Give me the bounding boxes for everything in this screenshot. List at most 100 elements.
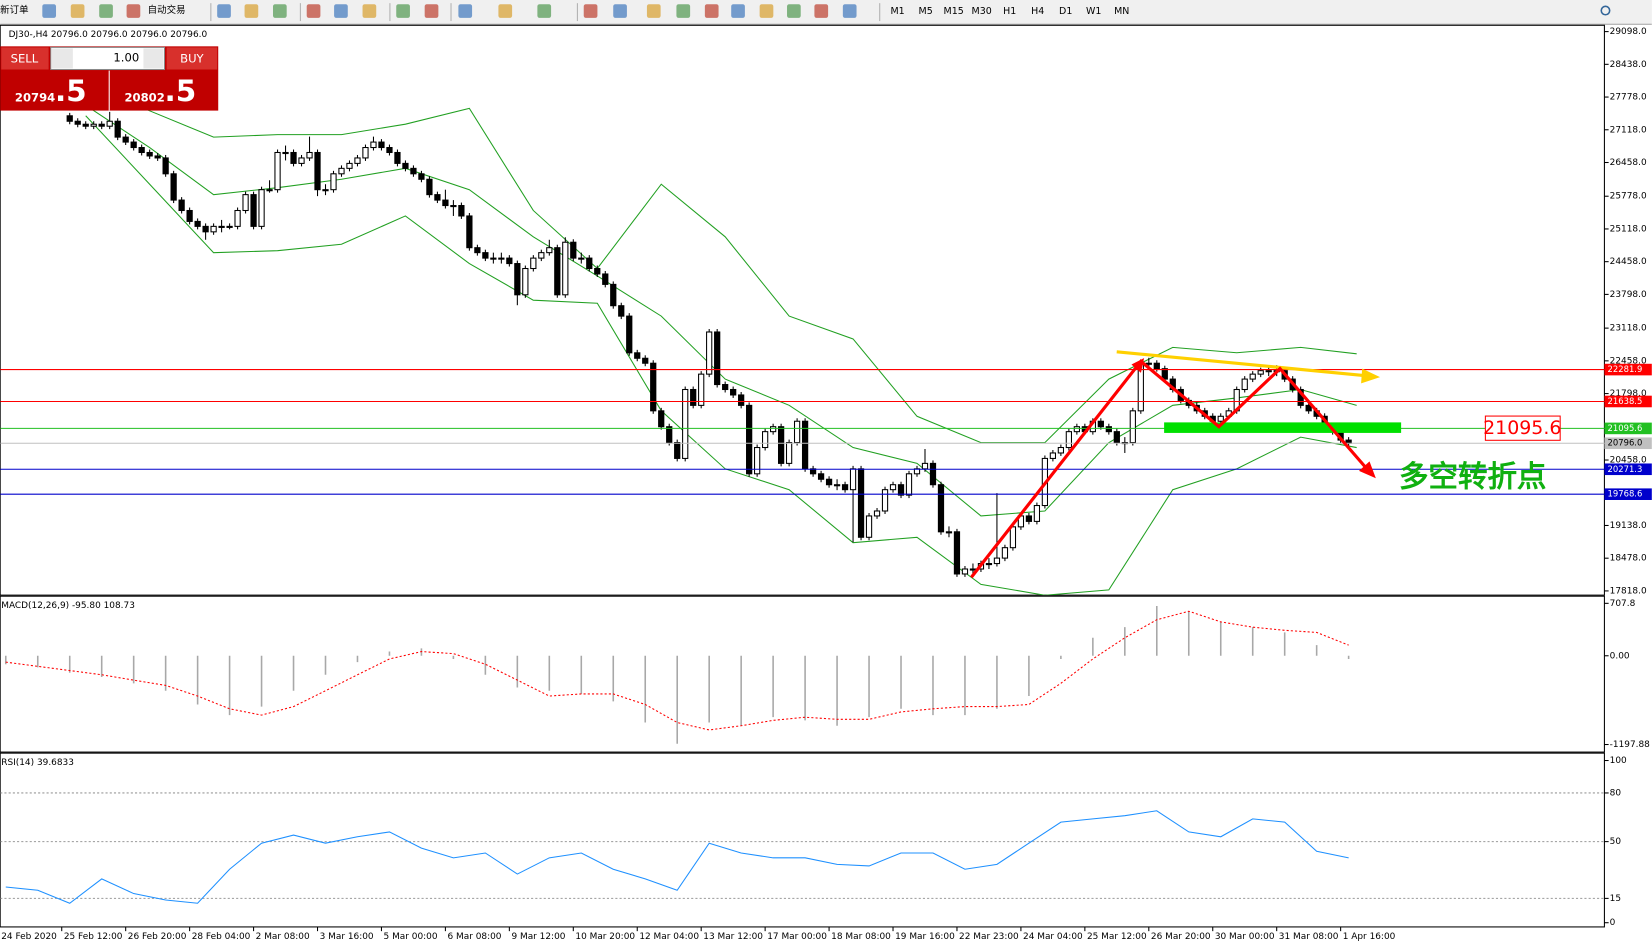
- toolbar-icon[interactable]: [814, 4, 829, 18]
- candle-body: [330, 173, 337, 191]
- toolbar-icon[interactable]: [42, 4, 57, 18]
- toolbar-icon[interactable]: [842, 4, 857, 18]
- toolbar-icon[interactable]: [458, 4, 473, 18]
- toolbar-icon[interactable]: [759, 4, 774, 18]
- ask-price[interactable]: 20802: [124, 90, 164, 104]
- toolbar-icon[interactable]: [396, 4, 410, 18]
- timeframe-button[interactable]: MN: [1114, 6, 1129, 17]
- candle-body: [82, 123, 89, 127]
- candle-body: [714, 331, 721, 386]
- toolbar-icon[interactable]: [244, 4, 259, 18]
- volume-up[interactable]: [143, 48, 164, 69]
- x-tick-label: 13 Mar 12:00: [703, 932, 763, 942]
- candle-body: [738, 394, 745, 406]
- toolbar-icon[interactable]: [99, 4, 113, 18]
- toolbar-icon[interactable]: [537, 4, 552, 18]
- candle-body: [130, 141, 137, 149]
- candle-body: [1025, 515, 1033, 522]
- sell-button[interactable]: [1, 47, 49, 70]
- bollinger-upper: [85, 83, 1357, 444]
- candle-body: [170, 173, 177, 201]
- y-tick-label: 50: [1610, 837, 1622, 847]
- candle-body: [881, 489, 889, 512]
- auto-trading-button[interactable]: 自动交易: [148, 4, 186, 16]
- candle-body: [394, 151, 401, 164]
- y-tick-label: 80: [1610, 788, 1622, 798]
- level-label-bg: [1604, 422, 1652, 435]
- buy-button[interactable]: [166, 47, 218, 70]
- x-tick-label: 30 Mar 00:00: [1215, 932, 1275, 942]
- candle-body: [194, 220, 201, 227]
- candle-body: [290, 151, 297, 164]
- candle-body: [1249, 373, 1256, 380]
- volume-input[interactable]: [50, 46, 166, 71]
- candle-body: [1129, 410, 1136, 444]
- y-tick-label: 22458.0: [1610, 356, 1647, 366]
- toolbar-icon[interactable]: [498, 4, 513, 18]
- toolbar-icon[interactable]: [787, 4, 801, 18]
- timeframe-button[interactable]: D1: [1059, 6, 1072, 17]
- timeframe-button[interactable]: H4: [1031, 6, 1044, 17]
- toolbar-icon[interactable]: [273, 4, 287, 18]
- candle-body: [210, 225, 217, 233]
- toolbar-icon[interactable]: [334, 4, 348, 18]
- timeframe-button[interactable]: M5: [919, 6, 933, 17]
- x-tick-label: 5 Mar 00:00: [384, 932, 438, 942]
- candle-body: [953, 531, 961, 575]
- new-order-button[interactable]: 新订单: [0, 4, 28, 16]
- toolbar-icon[interactable]: [704, 4, 719, 18]
- toolbar-icon[interactable]: [613, 4, 627, 18]
- timeframe-button[interactable]: W1: [1086, 6, 1101, 17]
- volume-value[interactable]: 1.00: [113, 50, 139, 64]
- timeframe-button[interactable]: M30: [972, 6, 992, 17]
- level-label-bg: [1604, 437, 1652, 450]
- x-tick-label: 18 Mar 08:00: [831, 932, 891, 942]
- candle-body: [106, 120, 113, 127]
- candle-body: [1257, 370, 1264, 375]
- buy-label[interactable]: BUY: [180, 51, 204, 65]
- toolbar-icon[interactable]: [583, 4, 598, 18]
- ask-fraction[interactable]: .5: [165, 74, 197, 108]
- toolbar-icon[interactable]: [126, 4, 141, 18]
- y-tick-label: 23798.0: [1610, 290, 1647, 300]
- search-icon[interactable]: [1600, 5, 1611, 16]
- candle-body: [1033, 505, 1041, 522]
- toolbar-icon[interactable]: [646, 4, 661, 18]
- toolbar-icon[interactable]: [362, 4, 377, 18]
- bid-fraction[interactable]: .5: [55, 74, 87, 108]
- toolbar-icon[interactable]: [731, 4, 745, 18]
- candle-body: [266, 189, 273, 192]
- support-zone: [1164, 422, 1402, 433]
- timeframe-button[interactable]: H1: [1003, 6, 1016, 17]
- candle-body: [522, 267, 529, 296]
- timeframe-button[interactable]: M1: [891, 6, 905, 17]
- arrow-head: [1358, 461, 1376, 479]
- trend-arrow: [1116, 350, 1370, 378]
- candle-body: [554, 247, 561, 296]
- x-tick-label: 31 Mar 08:00: [1279, 932, 1339, 942]
- candle-body: [538, 252, 545, 259]
- candle-body: [666, 426, 673, 444]
- candle-body: [642, 357, 649, 364]
- toolbar-icon[interactable]: [424, 4, 439, 18]
- level-label-bg: [1604, 395, 1652, 408]
- candle-body: [993, 557, 1001, 565]
- zigzag-arrow: [970, 359, 1371, 579]
- y-tick-label: 0: [1610, 918, 1616, 928]
- toolbar-icon[interactable]: [70, 4, 85, 18]
- y-tick-label: 24458.0: [1610, 257, 1647, 267]
- bid-price[interactable]: 20794: [15, 90, 55, 104]
- x-tick-label: 26 Feb 20:00: [128, 932, 187, 942]
- toolbar-icon[interactable]: [676, 4, 691, 18]
- volume-down[interactable]: [51, 48, 73, 69]
- sell-label[interactable]: SELL: [11, 51, 39, 65]
- candle-body: [690, 388, 697, 406]
- timeframe-button[interactable]: M15: [944, 6, 964, 17]
- toolbar-icon[interactable]: [217, 4, 231, 18]
- level-label: 21095.6: [1608, 423, 1643, 433]
- toolbar-icon[interactable]: [306, 4, 321, 18]
- x-tick-label: 17 Mar 00:00: [767, 932, 827, 942]
- candle-body: [578, 257, 585, 260]
- x-tick-label: 24 Feb 2020: [1, 932, 57, 942]
